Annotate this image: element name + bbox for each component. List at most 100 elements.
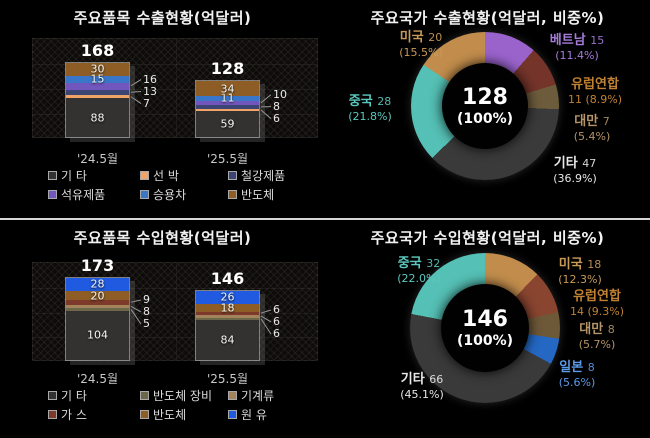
legend-label: 기계류 — [241, 389, 275, 403]
bar-segment: 59 — [196, 111, 259, 137]
gridline-vertical — [176, 39, 177, 137]
bar-segment — [196, 100, 259, 106]
donut-center-value: 146 — [462, 307, 508, 333]
slice-label-name: 유럽연합 — [573, 289, 621, 304]
category-label: '25.5월 — [206, 372, 249, 386]
legend-label: 기 타 — [61, 389, 87, 403]
bar-segment — [196, 317, 259, 321]
legend-swatch — [48, 410, 57, 419]
bar-value-label: 30 — [90, 62, 105, 76]
legend-label: 원 유 — [241, 408, 267, 422]
bar-callout-label: 7 — [143, 96, 150, 110]
bar-segment — [196, 314, 259, 318]
slice-label-pct: (36.9%) — [553, 172, 597, 185]
legend-swatch — [228, 391, 237, 400]
legend-label: 철강제품 — [241, 169, 286, 183]
legend-item: 선 박 — [140, 167, 179, 184]
legend-label: 반도체 — [241, 188, 275, 202]
divider-line — [0, 218, 650, 220]
donut-slice-label: 유럽연합 11 (8.9%) — [537, 77, 650, 107]
category-label: '24.5월 — [76, 372, 119, 386]
bar-segment: 11 — [196, 93, 259, 104]
bar-segment — [196, 105, 259, 109]
donut-center-value: 128 — [462, 85, 508, 111]
legend-item: 반도체 — [140, 406, 186, 423]
stacked-bar: 59 11 34 — [195, 80, 260, 138]
export-countries-chart: 주요국가 수출현황(억달러, 비중%) 128 (100%) 베트남 15 (11.4… — [325, 0, 650, 218]
slice-label-name: 중국 28 — [348, 94, 392, 109]
import-items-chart: 주요품목 수입현황(억달러) 104 20 28 173 '24.5월 9 8 5 84 18 26… — [0, 220, 325, 438]
slice-label-value: 7 — [602, 115, 610, 128]
slice-label-name: 미국 18 — [558, 257, 602, 272]
bar-value-label: 104 — [87, 328, 108, 342]
bar-callout-label: 6 — [273, 326, 280, 340]
donut-slice-label: 베트남 15 (11.4%) — [517, 33, 637, 63]
donut-chart: 128 (100%) — [411, 32, 559, 180]
slice-label-name: 기타 47 — [553, 156, 597, 171]
legend-swatch — [48, 190, 57, 199]
gridline-horizontal — [33, 64, 317, 65]
donut-hole: 128 (100%) — [442, 63, 528, 149]
bar-segment: 84 — [196, 320, 259, 360]
slice-label-name: 기타 66 — [400, 372, 444, 387]
bar-segment: 20 — [66, 289, 129, 303]
donut-slice-label: 중국 32 (22.0%) — [369, 256, 469, 286]
stacked-bar: 104 20 28 — [65, 276, 130, 361]
gridline-vertical — [176, 263, 177, 360]
donut-slice-label: 유럽연합 14 (9.3%) — [539, 289, 650, 319]
legend-swatch — [48, 391, 57, 400]
bar-segment — [66, 304, 129, 309]
bar-segment: 34 — [196, 81, 259, 97]
slice-label-value: 47 — [582, 157, 597, 170]
bar-segment — [196, 312, 259, 315]
legend-label: 반도체 — [153, 408, 187, 422]
legend-swatch — [140, 410, 149, 419]
legend-swatch — [228, 190, 237, 199]
chart-title: 주요품목 수입현황(억달러) — [73, 229, 252, 247]
slice-label-pct: (5.6%) — [558, 376, 596, 389]
legend-swatch — [228, 410, 237, 419]
bar-segment: 15 — [66, 74, 129, 85]
bar-callout-label: 9 — [143, 292, 150, 306]
donut-slice-label: 기타 47 (36.9%) — [515, 156, 635, 186]
bar-value-label: 20 — [90, 289, 105, 303]
chart-title: 주요품목 수출현황(억달러) — [73, 9, 252, 27]
legend-item: 철강제품 — [228, 167, 285, 184]
bar-callout-label: 16 — [143, 72, 157, 86]
bar-callout-label: 10 — [273, 87, 287, 101]
slice-label-pct: (45.1%) — [400, 388, 444, 401]
legend-item: 석유제품 — [48, 186, 105, 203]
bar-callout-label: 13 — [143, 84, 157, 98]
slice-label-value: 66 — [429, 373, 444, 386]
bar-segment: 88 — [66, 98, 129, 137]
legend-item: 기 타 — [48, 167, 87, 184]
bar-value-label: 34 — [220, 82, 235, 96]
gridline-horizontal — [33, 114, 317, 115]
donut-center-pct: (100%) — [456, 110, 514, 127]
bar-callout-label: 6 — [273, 111, 280, 125]
slice-label-value: 15 — [590, 34, 605, 47]
donut-slice-label: 대만 8 (5.7%) — [547, 322, 647, 352]
bar-callout-label: 8 — [143, 304, 150, 318]
slice-label-pct: (15.5%) — [399, 46, 443, 59]
export-items-chart: 주요품목 수출현황(억달러) 88 15 30 168 '24.5월 16 13 7 59 11 3… — [0, 0, 325, 218]
legend-item: 가 스 — [48, 406, 87, 423]
slice-label-pct: (21.8%) — [348, 110, 392, 123]
bar-value-label: 28 — [90, 277, 105, 291]
bar-callout-label: 6 — [273, 302, 280, 316]
bar-value-label: 84 — [220, 333, 235, 347]
donut-chart: 146 (100%) — [410, 253, 560, 403]
slice-label-value: 8 — [587, 361, 595, 374]
bar-segment — [66, 89, 129, 96]
legend-label: 반도체 장비 — [153, 389, 213, 403]
bar-segment — [66, 300, 129, 305]
donut-slice-label: 기타 66 (45.1%) — [372, 372, 472, 402]
slice-label-pct: 14 (9.3%) — [569, 305, 625, 318]
slice-label-pct: (22.0%) — [397, 272, 441, 285]
legend-swatch — [48, 171, 57, 180]
slice-label-name: 대만 7 — [574, 114, 610, 129]
legend-item: 승용차 — [140, 186, 186, 203]
bar-segment: 26 — [196, 291, 259, 304]
legend-item: 반도체 — [228, 186, 274, 203]
slice-label-pct: (5.4%) — [573, 130, 611, 143]
